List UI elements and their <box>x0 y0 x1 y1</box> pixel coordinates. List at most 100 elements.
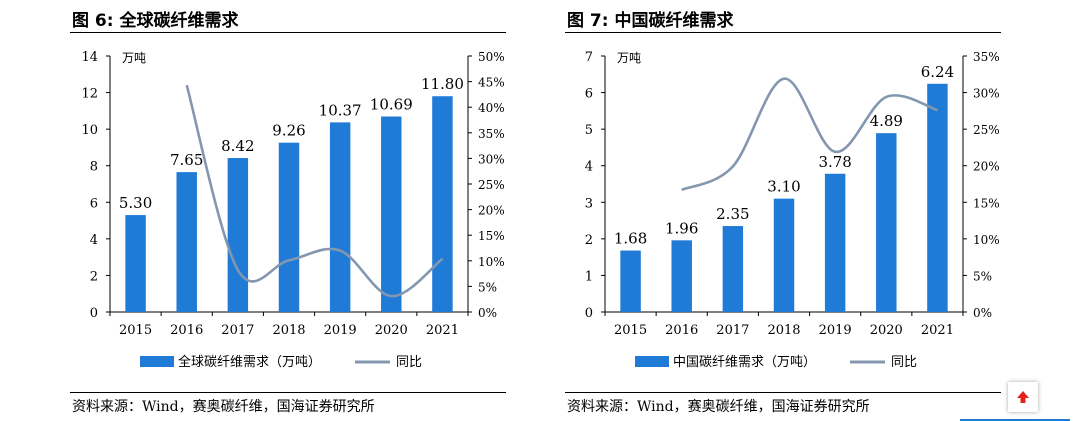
left-tick-label: 0 <box>90 306 98 321</box>
bar-data-label: 3.78 <box>818 153 851 171</box>
bar-data-label: 9.26 <box>272 122 305 140</box>
legend-line-label: 同比 <box>891 355 917 370</box>
bar-data-label: 10.37 <box>319 101 362 119</box>
bottom-accent-bar <box>960 419 1070 421</box>
right-tick-label: 10% <box>973 233 1000 247</box>
yoy-growth-line <box>185 84 444 298</box>
left-tick-label: 1 <box>585 269 593 284</box>
left-tick-label: 7 <box>585 50 593 65</box>
bar <box>722 226 744 312</box>
bar <box>278 142 300 312</box>
bar <box>381 116 402 312</box>
left-tick-label: 10 <box>81 123 98 138</box>
bar-data-label: 2.35 <box>716 205 749 223</box>
bar-data-label: 1.96 <box>665 219 698 237</box>
right-tick-label: 30% <box>478 152 505 166</box>
bar <box>671 240 692 312</box>
right-tick-label: 30% <box>973 87 1000 101</box>
bar <box>824 173 846 312</box>
bar <box>432 96 453 312</box>
left-tick-label: 0 <box>585 306 593 321</box>
right-tick-label: 0% <box>478 306 497 320</box>
bar-data-label: 10.69 <box>370 96 413 114</box>
bar <box>125 215 146 312</box>
bar <box>927 83 948 312</box>
x-tick-label: 2020 <box>870 323 903 338</box>
legend-bar-swatch <box>635 356 669 367</box>
x-tick-label: 2020 <box>375 323 408 338</box>
figure-6-source: 资料来源：Wind，赛奥碳纤维，国海证券研究所 <box>72 399 375 415</box>
x-tick-label: 2021 <box>921 323 954 338</box>
left-tick-label: 14 <box>81 50 98 65</box>
left-tick-label: 4 <box>585 160 593 175</box>
figure-7-top-rule <box>565 32 1001 33</box>
right-tick-label: 25% <box>478 178 505 192</box>
right-tick-label: 25% <box>973 123 1000 137</box>
x-tick-label: 2015 <box>119 323 152 338</box>
left-tick-label: 4 <box>90 233 98 248</box>
figure-6-title: 图 6: 全球碳纤维需求 <box>72 11 239 31</box>
figure-7-title: 图 7: 中国碳纤维需求 <box>567 11 734 31</box>
left-tick-label: 8 <box>90 160 98 175</box>
right-tick-label: 15% <box>478 229 505 243</box>
left-tick-label: 6 <box>90 196 98 211</box>
left-tick-label: 5 <box>585 123 593 138</box>
x-tick-label: 2019 <box>324 323 357 338</box>
bar-data-label: 3.10 <box>767 178 800 196</box>
arrow-up-icon <box>1017 391 1029 403</box>
right-tick-label: 20% <box>478 204 505 218</box>
bar <box>176 172 197 312</box>
bar-data-label: 4.89 <box>870 112 903 130</box>
china-carbon-fiber-demand-chart: 0 1 2 3 4 5 6 7 0% 5% 10% 15% 20% 25% 30% 35% 万吨 2015 2016… <box>585 50 1000 370</box>
x-tick-label: 2018 <box>767 323 800 338</box>
unit-label: 万吨 <box>617 51 641 65</box>
right-tick-label: 0% <box>973 306 992 320</box>
bar <box>329 122 351 313</box>
right-tick-label: 45% <box>478 76 505 90</box>
right-tick-label: 5% <box>973 269 992 283</box>
bar-data-label: 8.42 <box>221 137 254 155</box>
right-tick-label: 15% <box>973 196 1000 210</box>
bar <box>227 158 249 312</box>
bar-data-label: 1.68 <box>614 230 647 248</box>
bar-data-label: 6.24 <box>921 63 954 81</box>
right-tick-label: 35% <box>973 50 1000 64</box>
figure-7-source: 资料来源：Wind，赛奥碳纤维，国海证券研究所 <box>567 399 870 415</box>
figure-7-bottom-rule <box>565 392 1001 393</box>
x-tick-label: 2021 <box>426 323 459 338</box>
legend-bar-label: 全球碳纤维需求（万吨） <box>178 354 321 370</box>
left-tick-label: 6 <box>585 87 593 102</box>
figure-6-top-rule <box>70 32 506 33</box>
left-tick-label: 2 <box>90 269 98 284</box>
legend-bar-swatch <box>140 356 174 367</box>
right-tick-label: 5% <box>478 280 497 294</box>
x-tick-label: 2019 <box>819 323 852 338</box>
left-tick-label: 2 <box>585 233 593 248</box>
yoy-growth-line <box>681 77 938 192</box>
bar <box>876 133 897 312</box>
bar <box>773 198 795 312</box>
right-tick-label: 10% <box>478 255 505 269</box>
right-tick-label: 50% <box>478 50 505 64</box>
bar-data-label: 5.30 <box>119 194 152 212</box>
legend-line-label: 同比 <box>396 355 422 370</box>
x-tick-label: 2018 <box>272 323 305 338</box>
x-tick-label: 2017 <box>716 323 749 338</box>
x-tick-label: 2015 <box>614 323 647 338</box>
global-carbon-fiber-demand-chart: 0 2 4 6 8 10 12 14 0% 5% 10% 15% 20% 25% 30% 35% 40% 45% 5… <box>81 50 505 370</box>
bar-data-label: 11.80 <box>421 75 464 93</box>
bar <box>620 250 641 312</box>
left-tick-label: 12 <box>81 87 98 102</box>
right-tick-label: 20% <box>973 160 1000 174</box>
x-tick-label: 2016 <box>170 323 203 338</box>
right-tick-label: 40% <box>478 101 505 115</box>
x-tick-label: 2017 <box>221 323 254 338</box>
left-tick-label: 3 <box>585 196 593 211</box>
scroll-to-top-button[interactable] <box>1008 382 1038 412</box>
x-tick-label: 2016 <box>665 323 698 338</box>
right-tick-label: 35% <box>478 127 505 141</box>
bar-data-label: 7.65 <box>170 151 203 169</box>
unit-label: 万吨 <box>122 51 146 65</box>
figure-6-bottom-rule <box>70 392 506 393</box>
legend-bar-label: 中国碳纤维需求（万吨） <box>673 355 816 370</box>
